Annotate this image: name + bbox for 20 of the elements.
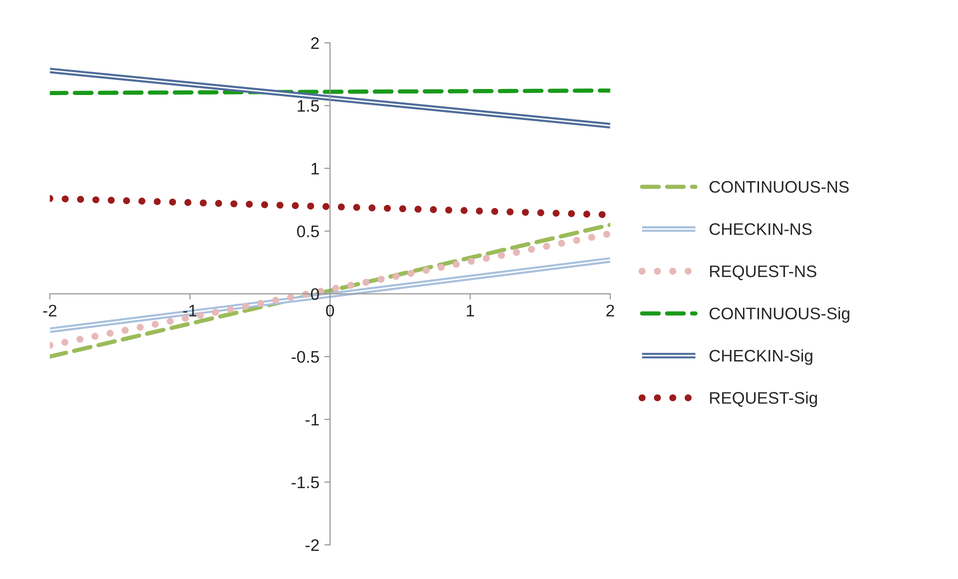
x-tick-label: -1 [183,304,197,316]
legend-label: CONTINUOUS-Sig [710,307,850,323]
y-tick-label: 1 [312,162,319,174]
y-tick-label: 1.5 [298,100,319,112]
x-tick-label: 0 [326,304,334,316]
y-tick-label: -1.5 [292,476,319,488]
legend-label: REQUEST-NS [710,265,816,280]
y-tick-label: -2 [306,539,319,551]
x-tick-label: 2 [606,304,614,316]
y-tick-label: 0 [310,288,319,300]
legend-label: CONTINUOUS-NS [710,181,849,193]
legend-label: REQUEST-Sig [710,392,817,408]
x-tick-label: -2 [43,304,56,316]
x-tick-label: 1 [466,304,474,316]
y-tick-label: 2 [311,37,319,49]
y-tick-label: 0.5 [297,225,319,238]
y-tick-label: -0.5 [292,350,319,363]
legend-label: CHECKIN-Sig [710,349,812,365]
y-tick-label: -1 [306,414,319,426]
legend-label: CHECKIN-NS [710,223,812,236]
